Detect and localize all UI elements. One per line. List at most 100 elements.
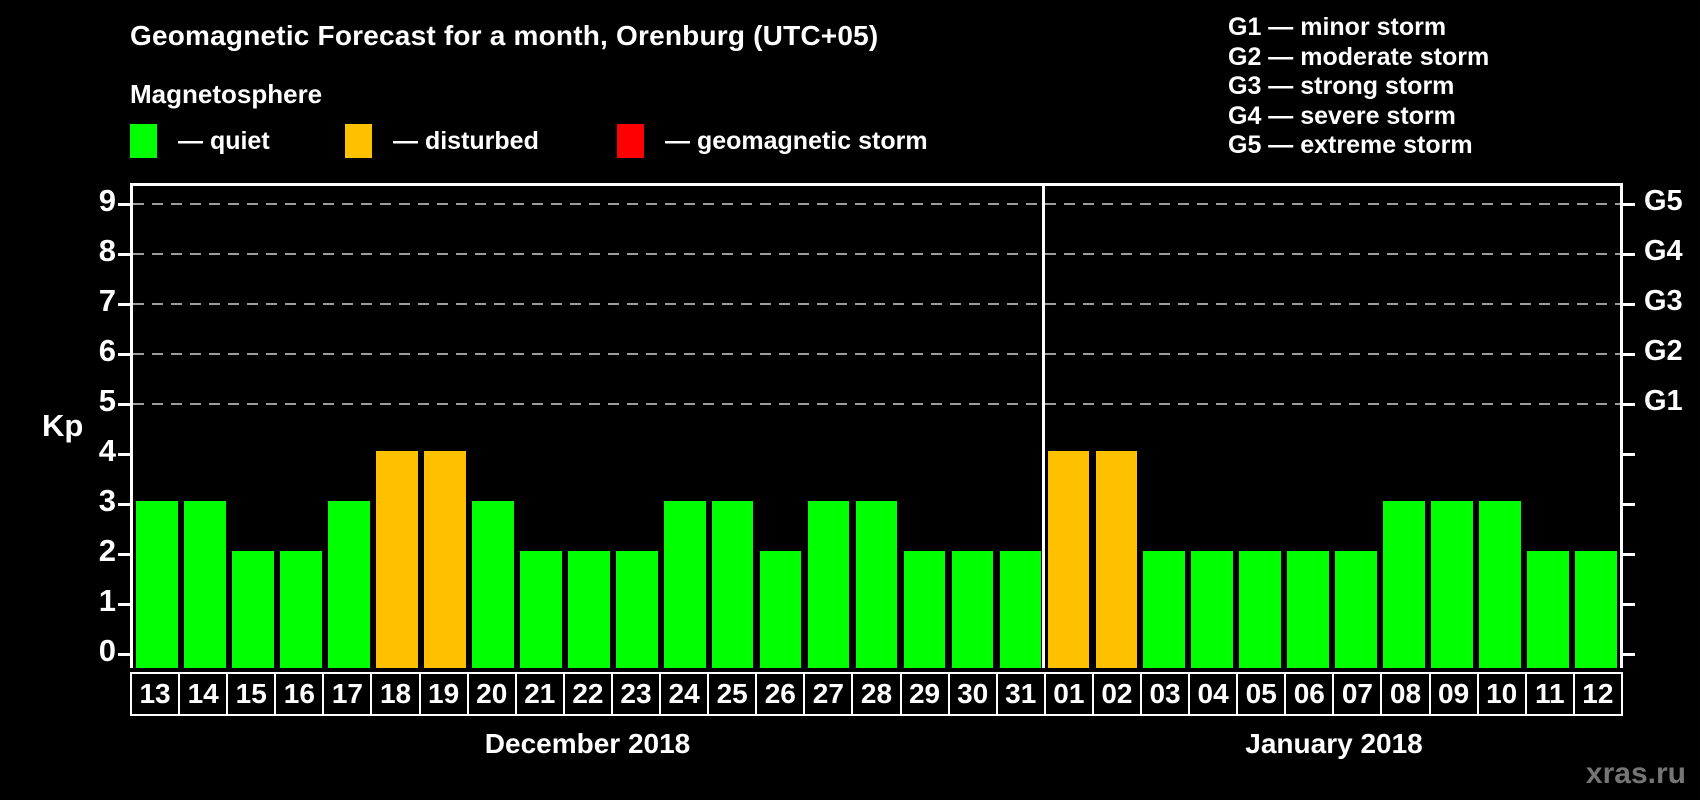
y-tick-label-9: 9 bbox=[98, 183, 116, 218]
kp-bar-day-20-quiet bbox=[471, 501, 514, 668]
y-tick-label-6: 6 bbox=[98, 333, 116, 368]
bar-slot-day-09 bbox=[1428, 186, 1476, 668]
day-label-05: 05 bbox=[1236, 672, 1287, 716]
day-label-12: 12 bbox=[1572, 672, 1623, 716]
y-tick-right-6 bbox=[1623, 353, 1635, 356]
y-tick-left-0 bbox=[118, 653, 130, 656]
y-tick-label-1: 1 bbox=[98, 583, 116, 618]
day-label-11: 11 bbox=[1524, 672, 1575, 716]
kp-bar-day-03-quiet bbox=[1143, 551, 1186, 668]
day-label-20: 20 bbox=[466, 672, 517, 716]
bar-slot-day-05 bbox=[1236, 186, 1284, 668]
bar-slot-day-30 bbox=[948, 186, 996, 668]
month-label-december: December 2018 bbox=[484, 728, 691, 759]
bar-slot-day-25 bbox=[709, 186, 757, 668]
day-label-23: 23 bbox=[610, 672, 662, 716]
bar-slot-day-04 bbox=[1188, 186, 1236, 668]
y-tick-right-3 bbox=[1623, 503, 1635, 506]
bar-slot-day-08 bbox=[1380, 186, 1428, 668]
kp-bar-day-28-quiet bbox=[855, 501, 898, 668]
y-tick-label-4: 4 bbox=[98, 433, 116, 468]
month-label-january: January 2018 bbox=[1245, 728, 1423, 759]
bar-slot-day-02 bbox=[1092, 186, 1140, 668]
kp-bar-day-04-quiet bbox=[1191, 551, 1234, 668]
y-tick-right-7 bbox=[1623, 303, 1635, 306]
kp-bar-day-15-quiet bbox=[232, 551, 274, 668]
gridline-kp6 bbox=[133, 353, 1620, 355]
day-label-07: 07 bbox=[1332, 672, 1383, 716]
kp-bar-day-10-quiet bbox=[1479, 501, 1521, 668]
legend-item-label: — geomagnetic storm bbox=[665, 126, 928, 155]
y-tick-right-8 bbox=[1623, 253, 1635, 256]
day-label-28: 28 bbox=[851, 672, 902, 716]
day-label-15: 15 bbox=[226, 672, 277, 716]
day-label-08: 08 bbox=[1380, 672, 1431, 716]
bar-slot-day-31 bbox=[996, 186, 1044, 668]
storm-scale-line-1: G1 — minor storm bbox=[1228, 13, 1447, 41]
bar-slot-day-07 bbox=[1332, 186, 1380, 668]
bar-slot-day-03 bbox=[1140, 186, 1188, 668]
day-label-14: 14 bbox=[178, 672, 229, 716]
kp-bar-day-11-quiet bbox=[1527, 551, 1569, 668]
y-tick-right-9 bbox=[1623, 203, 1635, 206]
kp-bar-day-31-quiet bbox=[999, 551, 1042, 668]
kp-bar-day-19-disturbed bbox=[423, 451, 466, 668]
kp-bar-day-21-quiet bbox=[519, 551, 562, 668]
legend-item-label: — quiet bbox=[178, 126, 270, 155]
day-label-22: 22 bbox=[562, 672, 613, 716]
kp-bar-day-13-quiet bbox=[136, 501, 178, 668]
day-label-10: 10 bbox=[1476, 672, 1527, 716]
y-tick-left-8 bbox=[118, 253, 130, 256]
y-tick-left-7 bbox=[118, 303, 130, 306]
day-label-09: 09 bbox=[1428, 672, 1479, 716]
kp-bar-day-18-disturbed bbox=[375, 451, 418, 668]
bar-slot-day-20 bbox=[469, 186, 517, 668]
month-labels: December 2018 January 2018 bbox=[130, 728, 1623, 760]
kp-bar-day-06-quiet bbox=[1287, 551, 1330, 668]
kp-bar-day-07-quiet bbox=[1335, 551, 1378, 668]
bar-slot-day-28 bbox=[853, 186, 901, 668]
y-tick-left-4 bbox=[118, 453, 130, 456]
y-tick-right-0 bbox=[1623, 653, 1635, 656]
kp-bar-day-14-quiet bbox=[184, 501, 226, 668]
bar-slot-day-26 bbox=[757, 186, 805, 668]
bar-slot-day-17 bbox=[325, 186, 373, 668]
storm-scale-line-2: G2 — moderate storm bbox=[1228, 42, 1490, 71]
day-label-06: 06 bbox=[1284, 672, 1335, 716]
magnetosphere-legend: — quiet — disturbed — geomagnetic storm bbox=[130, 124, 1030, 164]
kp-bar-day-16-quiet bbox=[280, 551, 322, 668]
kp-bar-day-24-quiet bbox=[663, 501, 706, 668]
kp-bar-day-05-quiet bbox=[1239, 551, 1282, 668]
bar-slot-day-18 bbox=[373, 186, 421, 668]
day-label-24: 24 bbox=[659, 672, 710, 716]
kp-bar-day-09-quiet bbox=[1431, 501, 1473, 668]
y-tick-label-5: 5 bbox=[98, 383, 116, 418]
kp-bar-day-08-quiet bbox=[1383, 501, 1426, 668]
kp-bar-day-17-quiet bbox=[328, 501, 370, 668]
day-label-02: 02 bbox=[1091, 672, 1142, 716]
day-label-01: 01 bbox=[1043, 672, 1094, 716]
magnetosphere-label: Magnetosphere bbox=[130, 79, 323, 109]
day-label-30: 30 bbox=[947, 672, 998, 716]
kp-bar-day-25-quiet bbox=[711, 501, 754, 668]
bar-slot-day-16 bbox=[277, 186, 325, 668]
y-tick-label-8: 8 bbox=[98, 233, 116, 268]
bar-slot-day-14 bbox=[181, 186, 229, 668]
day-label-04: 04 bbox=[1188, 672, 1239, 716]
month-separator-line bbox=[1042, 186, 1046, 668]
gridline-kp8 bbox=[133, 253, 1620, 255]
bar-slot-day-19 bbox=[421, 186, 469, 668]
legend-item-quiet: — quiet bbox=[130, 124, 270, 158]
quiet-color-swatch-icon bbox=[130, 124, 157, 158]
bar-slot-day-01 bbox=[1044, 186, 1092, 668]
day-label-21: 21 bbox=[514, 672, 565, 716]
g-scale-label-g2: G2 bbox=[1644, 335, 1683, 367]
bar-slot-day-10 bbox=[1476, 186, 1524, 668]
g-scale-label-g3: G3 bbox=[1644, 285, 1683, 317]
storm-scale-line-3: G3 — strong storm bbox=[1228, 72, 1455, 101]
kp-bar-day-01-disturbed bbox=[1047, 451, 1090, 668]
kp-bar-day-02-disturbed bbox=[1095, 451, 1138, 668]
disturbed-color-swatch-icon bbox=[345, 124, 372, 158]
bar-slot-day-23 bbox=[613, 186, 661, 668]
y-tick-right-5 bbox=[1623, 403, 1635, 406]
